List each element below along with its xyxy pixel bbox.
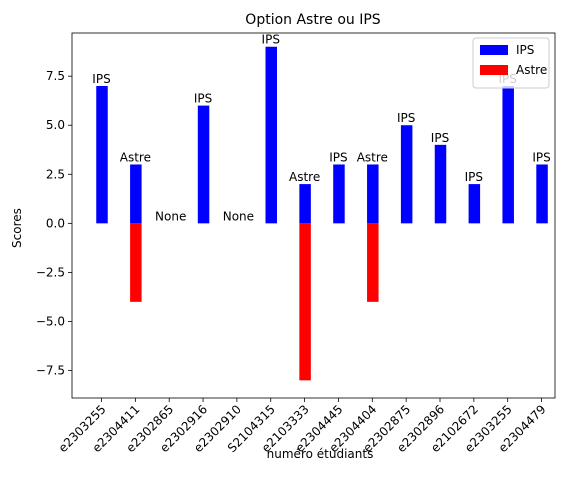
y-tick-label: 0.0 [46,216,65,230]
bar-ips-8 [367,164,379,224]
bar-label-9: IPS [397,111,415,125]
legend-swatch-astre [480,65,508,75]
bar-ips-3 [197,105,210,224]
bar-ips-0 [96,85,108,224]
y-tick-label: −7.5 [36,364,65,378]
bar-astre-6 [299,223,311,381]
y-tick-label: 7.5 [46,69,65,83]
y-tick-label: 2.5 [46,167,65,181]
bar-label-1: Astre [120,150,151,164]
bar-ips-12 [502,85,514,224]
bar-label-6: Astre [289,170,320,184]
bar-astre-8 [367,223,379,302]
y-tick-label: −2.5 [36,265,65,279]
bar-label-7: IPS [329,150,347,164]
bar-ips-5 [265,46,277,224]
bar-label-3: IPS [194,92,212,106]
bar-label-11: IPS [465,170,483,184]
y-axis-label: Scores [10,208,24,248]
bar-ips-10 [434,144,447,224]
axes-layer: −7.5−5.0−2.50.02.55.07.5e2303255e2304411… [36,32,556,455]
y-tick-label: −5.0 [36,314,65,328]
bar-label-0: IPS [92,72,110,86]
bar-label-8: Astre [357,150,388,164]
bar-astre-1 [130,223,142,302]
bar-ips-7 [333,164,345,224]
legend-label-astre: Astre [516,63,547,77]
bar-ips-11 [468,184,481,224]
bar-ips-13 [536,164,548,224]
bar-ips-1 [130,164,142,224]
bar-label-13: IPS [532,150,550,164]
chart-title: Option Astre ou IPS [245,12,381,28]
x-axis-label: numéro étudiants [267,447,374,461]
bar-ips-9 [400,125,413,224]
bar-label-2: None [155,209,186,223]
legend-label-ips: IPS [516,43,534,57]
bar-label-5: IPS [262,33,280,47]
bar-ips-6 [299,184,311,224]
plot-frame [71,32,556,399]
legend-swatch-ips [480,45,508,55]
bar-label-4: None [223,209,254,223]
bar-label-10: IPS [431,131,449,145]
legend: IPS Astre [472,37,550,89]
bars-layer [96,46,548,381]
y-tick-label: 5.0 [46,118,65,132]
